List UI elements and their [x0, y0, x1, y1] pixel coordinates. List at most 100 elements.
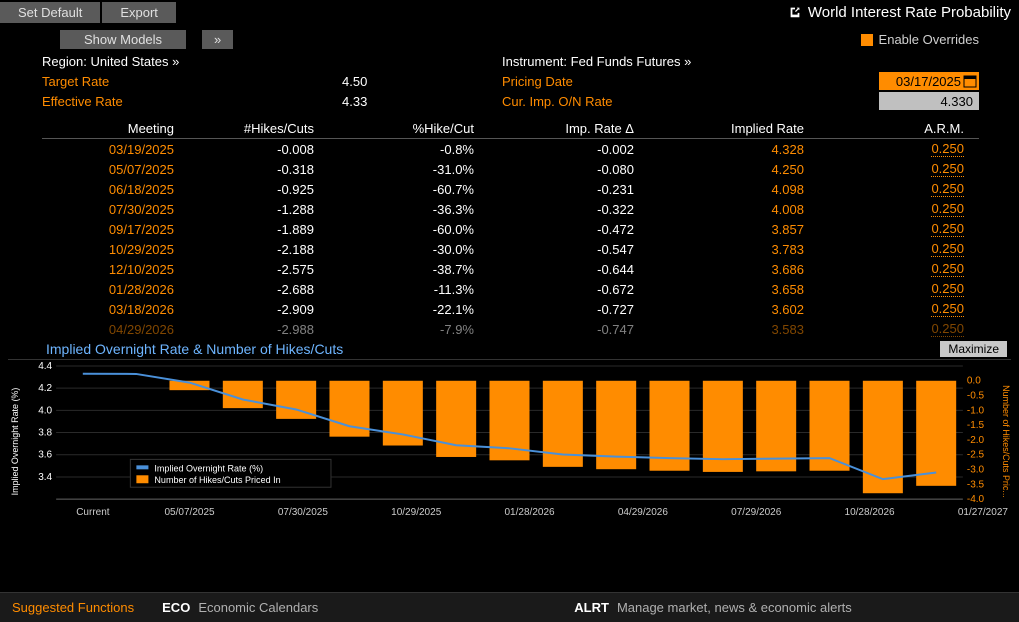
table-row[interactable]: 12/10/2025-2.575-38.7%-0.6443.6860.250 — [42, 259, 979, 279]
svg-text:4.0: 4.0 — [38, 405, 52, 416]
svg-text:0.0: 0.0 — [967, 376, 981, 387]
export-button[interactable]: Export — [102, 2, 176, 23]
instrument-link[interactable]: Instrument: Fed Funds Futures — [502, 54, 862, 69]
svg-text:3.4: 3.4 — [38, 472, 52, 483]
svg-text:4.2: 4.2 — [38, 383, 52, 394]
cell-hikes: -2.188 — [182, 242, 322, 257]
cell-pct: -30.0% — [322, 242, 482, 257]
maximize-button[interactable]: Maximize — [940, 341, 1007, 357]
table-row[interactable]: 04/29/2026-2.988-7.9%-0.7473.5830.250 — [42, 319, 979, 339]
svg-text:10/28/2026: 10/28/2026 — [845, 507, 896, 518]
cur-imp-label: Cur. Imp. O/N Rate — [502, 94, 862, 109]
cell-meeting: 05/07/2025 — [42, 162, 182, 177]
svg-text:-4.0: -4.0 — [967, 494, 985, 505]
cell-delta: -0.672 — [482, 282, 642, 297]
cell-arm: 0.250 — [812, 201, 972, 217]
svg-text:3.8: 3.8 — [38, 428, 52, 439]
cell-delta: -0.547 — [482, 242, 642, 257]
chart-body[interactable]: 3.43.63.84.04.24.40.0-0.5-1.0-1.5-2.0-2.… — [8, 359, 1011, 523]
svg-text:05/07/2025: 05/07/2025 — [164, 507, 215, 518]
enable-overrides-label: Enable Overrides — [879, 32, 979, 47]
cell-hikes: -2.909 — [182, 302, 322, 317]
cur-imp-value: 4.330 — [879, 92, 979, 110]
cell-hikes: -1.288 — [182, 202, 322, 217]
target-rate-label: Target Rate — [42, 74, 342, 89]
cell-hikes: -2.575 — [182, 262, 322, 277]
cell-arm: 0.250 — [812, 261, 972, 277]
cell-hikes: -2.988 — [182, 322, 322, 337]
cell-pct: -22.1% — [322, 302, 482, 317]
svg-text:-3.0: -3.0 — [967, 465, 985, 476]
table-row[interactable]: 09/17/2025-1.889-60.0%-0.4723.8570.250 — [42, 219, 979, 239]
svg-text:-2.0: -2.0 — [967, 435, 985, 446]
pricing-date-label: Pricing Date — [502, 74, 862, 89]
rates-table: Meeting #Hikes/Cuts %Hike/Cut Imp. Rate … — [0, 117, 1019, 339]
pricing-date-input[interactable]: 03/17/2025 — [879, 72, 979, 90]
cell-pct: -38.7% — [322, 262, 482, 277]
cell-meeting: 12/10/2025 — [42, 262, 182, 277]
svg-text:3.6: 3.6 — [38, 450, 52, 461]
popout-icon[interactable] — [788, 5, 802, 19]
suggested-functions-tab[interactable]: Suggested Functions — [12, 600, 134, 615]
svg-text:-1.5: -1.5 — [967, 420, 985, 431]
set-default-button[interactable]: Set Default — [0, 2, 100, 23]
table-row[interactable]: 01/28/2026-2.688-11.3%-0.6723.6580.250 — [42, 279, 979, 299]
svg-text:Implied Overnight Rate (%): Implied Overnight Rate (%) — [154, 463, 263, 473]
svg-text:4.4: 4.4 — [38, 361, 52, 372]
cell-arm: 0.250 — [812, 301, 972, 317]
table-row[interactable]: 06/18/2025-0.925-60.7%-0.2314.0980.250 — [42, 179, 979, 199]
region-link[interactable]: Region: United States — [42, 54, 342, 69]
cell-implied: 4.008 — [642, 202, 812, 217]
cell-hikes: -2.688 — [182, 282, 322, 297]
svg-text:Number of Hikes/Cuts Priced In: Number of Hikes/Cuts Priced In — [154, 475, 280, 485]
table-row[interactable]: 07/30/2025-1.288-36.3%-0.3224.0080.250 — [42, 199, 979, 219]
cell-implied: 3.602 — [642, 302, 812, 317]
col-pct: %Hike/Cut — [322, 121, 482, 136]
target-rate-value: 4.50 — [342, 74, 502, 89]
cell-delta: -0.080 — [482, 162, 642, 177]
table-row[interactable]: 03/19/2025-0.008-0.8%-0.0024.3280.250 — [42, 139, 979, 159]
svg-text:10/29/2025: 10/29/2025 — [391, 507, 442, 518]
cell-delta: -0.002 — [482, 142, 642, 157]
table-row[interactable]: 05/07/2025-0.318-31.0%-0.0804.2500.250 — [42, 159, 979, 179]
cell-implied: 3.783 — [642, 242, 812, 257]
table-row[interactable]: 10/29/2025-2.188-30.0%-0.5473.7830.250 — [42, 239, 979, 259]
cell-hikes: -0.925 — [182, 182, 322, 197]
cell-implied: 3.686 — [642, 262, 812, 277]
cell-arm: 0.250 — [812, 181, 972, 197]
cell-arm: 0.250 — [812, 321, 972, 337]
cell-implied: 3.857 — [642, 222, 812, 237]
info-panel: Region: United States Instrument: Fed Fu… — [0, 51, 1019, 117]
expand-chevrons-button[interactable]: » — [202, 30, 233, 49]
cell-arm: 0.250 — [812, 281, 972, 297]
show-models-button[interactable]: Show Models — [60, 30, 186, 49]
cell-implied: 4.328 — [642, 142, 812, 157]
cell-hikes: -0.008 — [182, 142, 322, 157]
col-hikes: #Hikes/Cuts — [182, 121, 322, 136]
effective-rate-label: Effective Rate — [42, 94, 342, 109]
cell-arm: 0.250 — [812, 221, 972, 237]
enable-overrides-toggle[interactable]: Enable Overrides — [861, 32, 979, 47]
subbar: Show Models » Enable Overrides — [0, 24, 1019, 51]
cell-pct: -60.0% — [322, 222, 482, 237]
cell-pct: -0.8% — [322, 142, 482, 157]
cell-arm: 0.250 — [812, 141, 972, 157]
footer-bar: Suggested Functions ECO Economic Calenda… — [0, 592, 1019, 622]
cell-meeting: 01/28/2026 — [42, 282, 182, 297]
alrt-link[interactable]: ALRT Manage market, news & economic aler… — [574, 600, 852, 615]
svg-text:-3.5: -3.5 — [967, 479, 985, 490]
svg-text:01/28/2026: 01/28/2026 — [504, 507, 555, 518]
cell-arm: 0.250 — [812, 161, 972, 177]
svg-text:Implied Overnight Rate (%): Implied Overnight Rate (%) — [10, 388, 20, 496]
table-row[interactable]: 03/18/2026-2.909-22.1%-0.7273.6020.250 — [42, 299, 979, 319]
eco-link[interactable]: ECO Economic Calendars — [162, 600, 318, 615]
top-toolbar: Set Default Export World Interest Rate P… — [0, 0, 1019, 24]
cell-delta: -0.727 — [482, 302, 642, 317]
effective-rate-value: 4.33 — [342, 94, 502, 109]
svg-text:07/30/2025: 07/30/2025 — [278, 507, 329, 518]
cell-pct: -31.0% — [322, 162, 482, 177]
svg-text:Number of Hikes/Cuts Pric...: Number of Hikes/Cuts Pric... — [1001, 385, 1011, 498]
cell-pct: -36.3% — [322, 202, 482, 217]
cell-delta: -0.644 — [482, 262, 642, 277]
cell-meeting: 10/29/2025 — [42, 242, 182, 257]
